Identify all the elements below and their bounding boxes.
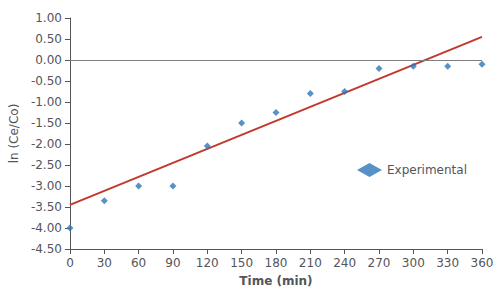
svg-text:-3.50: -3.50 <box>31 200 62 214</box>
svg-text:120: 120 <box>196 256 219 270</box>
svg-text:0.50: 0.50 <box>35 32 62 46</box>
svg-text:60: 60 <box>131 256 146 270</box>
svg-text:150: 150 <box>230 256 253 270</box>
svg-text:240: 240 <box>333 256 356 270</box>
svg-text:0.00: 0.00 <box>35 53 62 67</box>
svg-text:ln (Ce/Co): ln (Ce/Co) <box>7 104 21 164</box>
svg-text:1.00: 1.00 <box>35 11 62 25</box>
svg-text:180: 180 <box>265 256 288 270</box>
svg-text:90: 90 <box>165 256 180 270</box>
svg-text:330: 330 <box>436 256 459 270</box>
svg-text:-1.50: -1.50 <box>31 116 62 130</box>
svg-text:-4.50: -4.50 <box>31 242 62 256</box>
svg-text:-1.00: -1.00 <box>31 95 62 109</box>
svg-text:300: 300 <box>402 256 425 270</box>
svg-text:360: 360 <box>471 256 494 270</box>
svg-text:30: 30 <box>97 256 112 270</box>
svg-text:-0.50: -0.50 <box>31 74 62 88</box>
svg-text:0: 0 <box>66 256 74 270</box>
svg-text:Experimental: Experimental <box>387 163 467 177</box>
svg-text:-4.00: -4.00 <box>31 221 62 235</box>
svg-text:270: 270 <box>368 256 391 270</box>
svg-text:-3.00: -3.00 <box>31 179 62 193</box>
svg-text:Time (min): Time (min) <box>239 274 312 288</box>
svg-text:210: 210 <box>299 256 322 270</box>
svg-text:-2.00: -2.00 <box>31 137 62 151</box>
svg-text:-2.50: -2.50 <box>31 158 62 172</box>
